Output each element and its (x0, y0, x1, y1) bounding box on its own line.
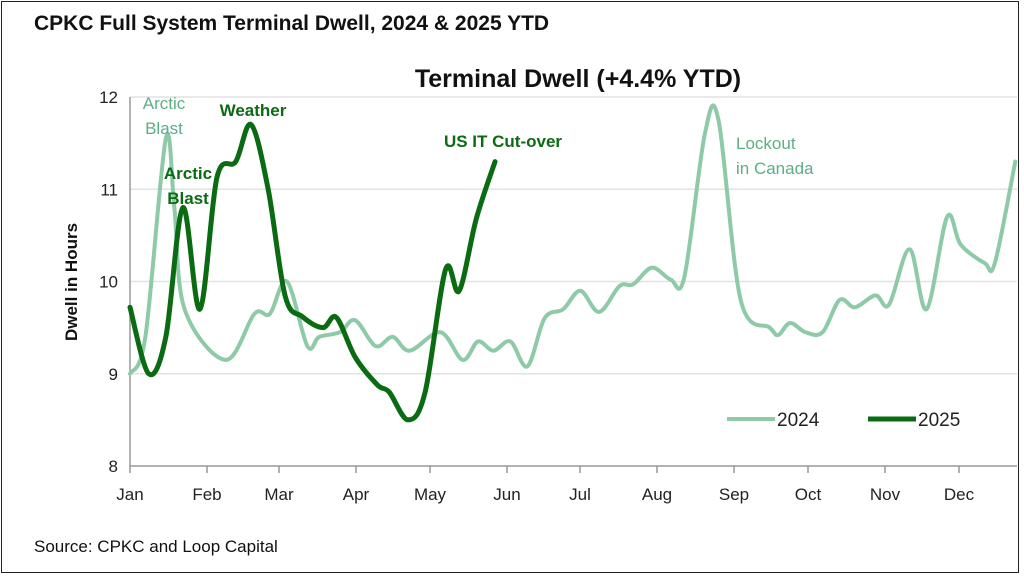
y-tick-label: 12 (99, 88, 118, 107)
source-note: Source: CPKC and Loop Capital (34, 537, 278, 556)
annotation-label: Weather (220, 101, 287, 120)
annotation-label: Arctic (143, 94, 186, 113)
y-tick-label: 11 (100, 180, 118, 199)
y-tick-label: 10 (99, 273, 118, 292)
annotation-label: Blast (167, 189, 209, 208)
annotation-label: Blast (145, 119, 183, 138)
series-line-2025 (127, 122, 498, 423)
x-tick-label: Nov (870, 485, 901, 504)
x-tick-label: May (414, 485, 447, 504)
y-axis-label: Dwell in Hours (62, 223, 81, 341)
legend-label-2024: 2024 (777, 410, 820, 431)
page-title: CPKC Full System Terminal Dwell, 2024 & … (34, 12, 550, 35)
x-tick-label: Sep (719, 485, 749, 504)
x-tick-label: Mar (264, 485, 294, 504)
x-tick-label: Jan (116, 485, 143, 504)
x-tick-label: Jul (569, 485, 591, 504)
annotation-label: Arctic (164, 164, 212, 183)
x-tick-label: Dec (944, 485, 975, 504)
chart-title: Terminal Dwell (+4.4% YTD) (415, 65, 741, 93)
y-tick-label: 9 (109, 365, 118, 384)
legend-label-2025: 2025 (918, 410, 960, 431)
x-tick-label: Apr (343, 485, 370, 504)
annotation-label: Lockout (736, 134, 796, 153)
x-tick-label: Aug (642, 485, 672, 504)
x-tick-label: Oct (795, 485, 822, 504)
annotation-label: US IT Cut-over (444, 132, 562, 151)
x-tick-label: Jun (493, 485, 520, 504)
series-line-2024 (128, 103, 1018, 376)
y-tick-label: 8 (109, 457, 118, 476)
annotation-label: in Canada (736, 159, 814, 178)
x-tick-label: Feb (192, 485, 221, 504)
